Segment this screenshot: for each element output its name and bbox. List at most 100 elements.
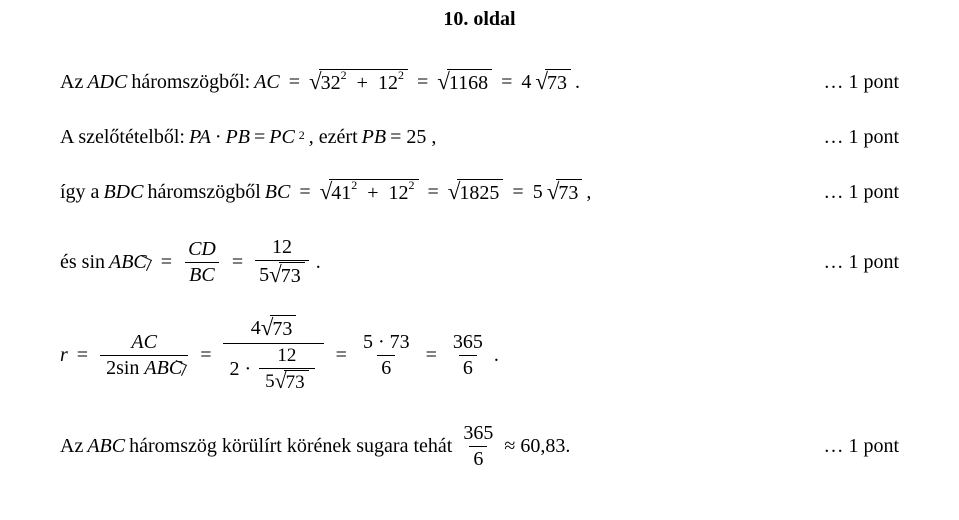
radicand: 412 + 122 [329,179,418,206]
num: 41 [331,182,351,204]
text: így a [60,181,99,204]
text: Az [60,435,83,458]
num: 4√73 [245,315,303,343]
period: . [494,344,499,367]
eq-sign: = [72,344,93,367]
num: 12 [389,182,409,204]
var-cd: CD [184,238,220,262]
radical-icon: √ [448,180,461,207]
radical-icon: √ [535,70,548,97]
den: 5√73 [259,368,315,396]
eq-line-1-lhs: Az ADC háromszögből: AC = √ 322 + 122 = … [60,69,580,96]
eq-sign: = [195,344,216,367]
radical-icon: √ [320,180,333,207]
sqrt: √ 1168 [437,69,492,96]
sqrt: √ 73 [535,69,571,96]
num: 365 [459,422,497,446]
text: Az [60,71,83,94]
var-r: r [60,344,68,367]
radicand: 1825 [457,179,503,206]
den: 2sin ABC [100,355,188,380]
num: 12 [271,345,302,368]
points-1: … 1 pont [823,71,899,94]
points-3: … 1 pont [823,181,899,204]
radical-icon: √ [275,371,287,397]
den: 5√73 [255,260,309,289]
eq-line-4: és sin ABC = CD BC = 12 5√73 . … 1 pont [60,236,899,289]
var-bc: BC [265,181,291,204]
eq25: = 25 , [390,126,436,149]
radical-icon: √ [437,70,450,97]
frac-ac-2sin: AC 2sin ABC [100,331,188,380]
radicand: 73 [279,262,305,289]
eq-line-6: Az ABC háromszög körülírt körének sugara… [60,422,899,471]
radicand: 73 [545,69,571,96]
text: , ezért [309,126,358,149]
eq-sign: = [254,126,265,149]
eq-line-2-lhs: A szelőtételből: PA · PB = PC2 , ezért P… [60,126,436,149]
eq-line-1: Az ADC háromszögből: AC = √ 322 + 122 = … [60,69,899,96]
radical-icon: √ [261,316,274,343]
coeff: 5 [265,371,275,392]
text: háromszögből [147,181,260,204]
eq-sign: = [423,181,444,204]
dot: · [215,126,222,149]
den: 6 [469,446,487,471]
period: . [316,251,321,274]
coeff: 4 [251,317,261,339]
eq-line-5: r = AC 2sin ABC = 4√73 2 · 12 5√73 = [60,315,899,396]
eq-line-3: így a BDC háromszögből BC = √ 412 + 122 … [60,179,899,206]
eq-sign: = [331,344,352,367]
eq-sign: = [421,344,442,367]
var-ac: AC [125,331,163,355]
radicand: 322 + 122 [319,69,408,96]
frac-365-6: 365 6 [449,331,487,380]
triangle-adc: ADC [87,71,127,94]
text: háromszögből: [131,71,250,94]
frac-12-5r73: 12 5√73 [255,236,309,289]
coeff: 5 [533,181,543,204]
var-pc: PC [269,126,295,149]
num: 32 [321,72,341,94]
inner-frac: 12 5√73 [259,345,315,396]
var-pb: PB [226,126,250,149]
points-2: … 1 pont [823,126,899,149]
eq-sign: = [284,71,305,94]
eq-line-3-lhs: így a BDC háromszögből BC = √ 412 + 122 … [60,179,591,206]
two: 2 [106,357,116,379]
sqrt: √ 73 [547,179,583,206]
radicand: 73 [270,315,296,342]
comma: , [586,181,591,204]
var-ac: AC [254,71,280,94]
eq-line-5-lhs: r = AC 2sin ABC = 4√73 2 · 12 5√73 = [60,315,499,396]
sqrt: √ 412 + 122 [320,179,419,206]
triangle-abc: ABC [87,435,125,458]
radical-icon: √ [547,180,560,207]
approx: ≈ 60,83. [504,435,570,458]
eq-sign: = [294,181,315,204]
var-pb2: PB [362,126,386,149]
frac-365-6: 365 6 [459,422,497,471]
eq-sign: = [227,251,248,274]
eq-line-4-lhs: és sin ABC = CD BC = 12 5√73 . [60,236,321,289]
num: 12 [378,72,398,94]
eq-sign: = [507,181,528,204]
frac-573-6: 5 · 73 6 [359,331,414,380]
period: . [575,71,580,94]
angle-abc: ABC [109,251,147,274]
sqrt: √ 1825 [448,179,504,206]
points-4: … 1 pont [823,251,899,274]
sin: sin [116,357,144,379]
text: A szelőtételből: [60,126,185,149]
page-header: 10. oldal [60,8,899,31]
sqrt: √ 322 + 122 [309,69,408,96]
points-6: … 1 pont [823,435,899,458]
radicand: 1168 [447,69,492,96]
triangle-bdc: BDC [103,181,143,204]
var-pa: PA [189,126,211,149]
eq-sign: = [151,251,177,274]
frac-cd-bc: CD BC [184,238,220,287]
num: 5 · 73 [359,331,414,355]
eq-line-6-lhs: Az ABC háromszög körülírt körének sugara… [60,422,570,471]
den: 6 [377,355,395,380]
